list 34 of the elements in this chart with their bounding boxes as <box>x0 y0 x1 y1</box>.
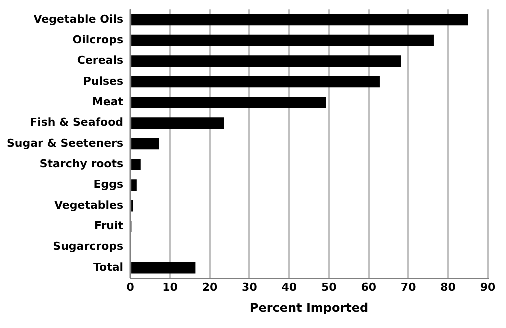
bar <box>132 56 402 67</box>
x-axis-title: Percent Imported <box>250 300 369 315</box>
x-tick-label: 50 <box>321 280 338 294</box>
y-tick-label: Sugar & Seeteners <box>6 136 124 150</box>
x-tick-label: 10 <box>162 280 178 294</box>
bar <box>132 180 137 192</box>
x-tick-label: 80 <box>440 280 456 294</box>
y-tick-label: Sugarcrops <box>53 240 124 254</box>
y-tick-label: Fish & Seafood <box>30 116 124 130</box>
x-tick-label: 20 <box>202 280 218 294</box>
bar <box>132 262 196 274</box>
x-tick-label: 70 <box>400 280 417 294</box>
x-tick-label: 30 <box>242 280 258 294</box>
bar <box>132 118 224 130</box>
y-tick-label: Eggs <box>94 178 124 192</box>
y-tick-label: Vegetable Oils <box>34 12 124 26</box>
y-tick-label: Meat <box>92 96 124 109</box>
bar <box>132 34 434 46</box>
y-tick-label: Starchy roots <box>40 158 124 171</box>
x-tick-label: 90 <box>480 280 496 294</box>
x-tick-label: 60 <box>361 280 377 294</box>
y-tick-label: Cereals <box>77 54 124 68</box>
bar <box>132 96 326 108</box>
bar <box>132 14 468 26</box>
bar <box>132 76 380 88</box>
y-tick-label: Fruit <box>94 220 124 233</box>
x-tick-label: 40 <box>282 280 298 294</box>
x-tick-label: 0 <box>126 280 135 294</box>
y-tick-label: Pulses <box>83 74 124 88</box>
bar <box>132 138 160 150</box>
y-tick-label: Vegetables <box>54 198 124 212</box>
bar <box>132 158 141 170</box>
y-tick-label: Total <box>93 260 124 274</box>
y-tick-label: Oilcrops <box>72 33 124 46</box>
